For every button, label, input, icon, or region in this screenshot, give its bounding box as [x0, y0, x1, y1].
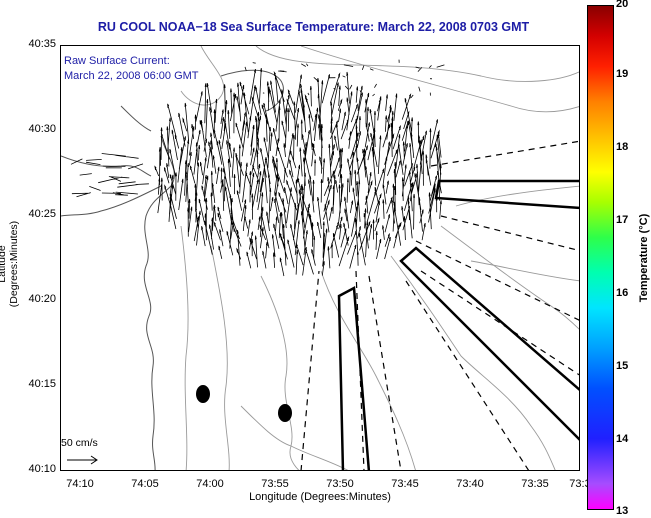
current-vector-field: [70, 59, 445, 277]
colorbar-tick: 13: [616, 505, 629, 517]
y-tick-label: 40:10: [28, 463, 56, 475]
x-tick-label: 74:10: [66, 478, 94, 490]
coastline-segment: [143, 135, 175, 470]
bathymetry-contour: [255, 46, 579, 82]
y-axis-label: Latitude (Degrees:Minutes): [0, 220, 20, 308]
map-plot-area: [60, 45, 580, 471]
sampling-zones: [337, 179, 579, 470]
x-tick-label: 73:55: [261, 478, 289, 490]
x-tick-label: 73:45: [391, 478, 419, 490]
zone-polygon: [337, 286, 371, 470]
bathymetry-contour: [240, 405, 349, 470]
x-tick-label: 74:00: [196, 478, 224, 490]
legend-current-label: Raw Surface Current:: [64, 55, 170, 67]
radial-line: [430, 140, 579, 167]
zone-polygon: [434, 179, 579, 210]
colorbar-label: Temperature (°C): [638, 213, 650, 303]
station-marker: [196, 385, 210, 403]
bathymetry-contour: [300, 46, 579, 113]
colorbar-tick: 17: [616, 214, 629, 226]
temperature-colorbar: [587, 5, 614, 510]
bathymetry-contour: [470, 260, 579, 282]
station-marker: [278, 404, 292, 422]
scale-label: 50 cm/s: [61, 437, 98, 449]
bathymetry-contour: [180, 46, 225, 106]
radial-line: [300, 270, 320, 470]
x-tick-label: 74:05: [131, 478, 159, 490]
scale-arrow: [67, 455, 98, 465]
x-axis-label: Longitude (Degrees:Minutes): [249, 491, 391, 503]
colorbar-tick: 14: [616, 433, 629, 445]
x-tick-label: 73:3: [569, 478, 591, 490]
coastline: [61, 69, 284, 470]
colorbar-tick: 19: [616, 68, 629, 80]
bathymetry-contour: [455, 185, 579, 207]
bathymetry-contour: [260, 275, 300, 470]
radial-line: [420, 270, 579, 376]
coastline-segment: [120, 105, 152, 132]
coastline-segment: [61, 185, 162, 217]
y-tick-label: 40:25: [28, 208, 56, 220]
bathymetry-contour: [440, 225, 579, 330]
radial-line: [415, 240, 579, 321]
x-tick-label: 73:50: [326, 478, 354, 490]
x-tick-label: 73:40: [456, 478, 484, 490]
dashed-radial-lines: [300, 140, 579, 470]
bathymetry-contour: [180, 225, 189, 470]
bathymetry-contour: [320, 270, 416, 470]
colorbar-tick: 16: [616, 287, 629, 299]
y-tick-label: 40:20: [28, 293, 56, 305]
x-tick-label: 73:35: [521, 478, 549, 490]
y-tick-label: 40:30: [28, 123, 56, 135]
bathymetry-contour: [390, 255, 556, 470]
colorbar-tick: 20: [616, 0, 629, 10]
map-title: RU COOL NOAA−18 Sea Surface Temperature:…: [97, 20, 530, 34]
zone-polygon: [399, 246, 579, 441]
radial-line: [405, 280, 530, 470]
legend-current-time: March 22, 2008 06:00 GMT: [64, 70, 199, 82]
colorbar-tick: 18: [616, 141, 629, 153]
bathymetry-contours: [180, 46, 579, 470]
y-tick-label: 40:35: [28, 38, 56, 50]
bathymetry-contour: [210, 245, 230, 470]
colorbar-tick: 15: [616, 360, 629, 372]
radial-line: [440, 215, 579, 252]
y-tick-label: 40:15: [28, 378, 56, 390]
surface-current-vectors: [70, 59, 445, 277]
radial-line: [368, 275, 402, 470]
